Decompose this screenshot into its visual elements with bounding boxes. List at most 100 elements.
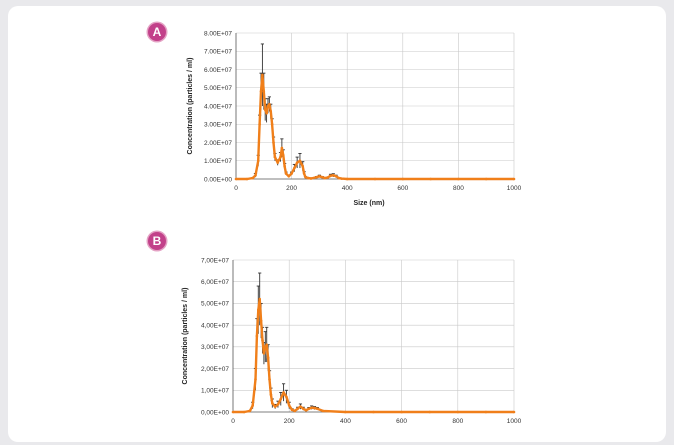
chart-a-data-point xyxy=(334,174,338,178)
chart-a-data-point xyxy=(401,177,405,181)
chart-a-data-point xyxy=(280,146,284,150)
chart-b-data-point xyxy=(264,345,267,349)
chart-a-data-point xyxy=(332,174,335,177)
chart-a-data-point xyxy=(268,102,271,106)
chart-a-y-tick-label: 1.00E+07 xyxy=(204,158,232,165)
chart-b-data-point xyxy=(256,308,260,312)
chart-b-data-point xyxy=(231,410,235,414)
chart-a-data-point xyxy=(295,161,299,164)
chart-a-data-point xyxy=(302,172,306,175)
chart-a-data-point xyxy=(251,176,254,180)
chart-b-data-point xyxy=(265,343,269,346)
chart-a-data-point xyxy=(345,177,349,181)
chart-a-y-tick-label: 6.00E+07 xyxy=(204,67,232,74)
chart-b-x-tick-label: 600 xyxy=(396,418,407,425)
chart-a-data-point xyxy=(261,73,264,77)
chart-a-data-point xyxy=(287,174,291,178)
chart-b-data-point xyxy=(304,408,308,412)
chart-b-data-point xyxy=(255,334,259,338)
chart-a: 0.00E+00 1.00E+07 2.00E+07 3.00E+07 4.00E+07… xyxy=(187,30,522,207)
chart-a-data-point xyxy=(258,122,261,126)
chart-a-data-point xyxy=(301,164,305,168)
chart-a-data-point xyxy=(279,155,282,159)
chart-a-data-point xyxy=(272,141,275,144)
chart-a-data-point xyxy=(320,175,324,179)
chart-a-x-tick-label: 800 xyxy=(453,185,464,192)
chart-a-data-point xyxy=(323,176,327,180)
chart-b-data-point xyxy=(428,410,432,414)
chart-b-y-tick-label: 3,00E+07 xyxy=(201,344,229,351)
chart-b-data-point xyxy=(262,352,266,355)
chart-a-data-point xyxy=(281,153,285,157)
chart-b-data-point xyxy=(400,410,403,414)
chart-b-data-point xyxy=(276,403,280,406)
chart-b-data-point xyxy=(287,404,291,407)
chart-b-data-point xyxy=(307,407,311,411)
chart-a-data-point xyxy=(273,155,277,159)
chart-a-y-tick-label: 5.00E+07 xyxy=(204,85,232,92)
chart-b-data-point xyxy=(512,410,516,414)
chart-b-data-point xyxy=(296,407,299,411)
chart-a-data-point xyxy=(283,164,286,168)
chart-a-data-point xyxy=(309,177,313,180)
chart-a-data-point xyxy=(298,159,302,163)
chart-b-data-point xyxy=(266,356,270,360)
chart-a-data-point xyxy=(484,177,488,181)
chart-b: 0,00E+00 1,00E+07 2,00E+07 3,00E+07 4,00E+07… xyxy=(182,257,522,425)
chart-a-data-point xyxy=(265,112,268,115)
chart-a-y-tick-label: 2.00E+07 xyxy=(204,140,232,147)
figure-card xyxy=(8,6,666,442)
chart-b-x-tick-label: 400 xyxy=(340,418,351,425)
chart-b-data-point xyxy=(261,339,264,342)
chart-a-data-point xyxy=(306,176,310,180)
chart-a-data-point xyxy=(318,174,321,178)
panel-a-badge: A xyxy=(148,23,166,41)
chart-a-data-point xyxy=(429,177,432,181)
chart-a-data-point xyxy=(269,110,273,113)
chart-a-data-point xyxy=(457,177,460,181)
chart-a-data-point xyxy=(326,176,330,179)
chart-b-data-point xyxy=(344,410,347,414)
chart-b-y-tick-label: 7,00E+07 xyxy=(201,257,229,264)
chart-a-data-point xyxy=(337,176,341,180)
chart-a-data-point xyxy=(340,177,343,180)
chart-b-data-point xyxy=(258,297,261,301)
chart-a-data-point xyxy=(315,175,318,179)
chart-a-data-point xyxy=(293,166,296,170)
chart-a-x-tick-label: 1000 xyxy=(507,185,522,192)
chart-b-data-point xyxy=(251,404,254,407)
chart-a-x-tick-label: 600 xyxy=(397,185,408,192)
chart-b-data-point xyxy=(321,409,325,413)
chart-b-x-tick-label: 200 xyxy=(284,418,295,425)
chart-b-data-point xyxy=(282,391,285,394)
chart-b-data-point xyxy=(484,410,488,414)
chart-a-y-tick-label: 0.00E+00 xyxy=(204,176,232,183)
chart-a-data-point xyxy=(284,172,288,175)
chart-b-data-point xyxy=(313,406,316,410)
chart-b-data-point xyxy=(316,407,319,411)
chart-a-y-tick-label: 4.00E+07 xyxy=(204,103,232,110)
chart-b-data-point xyxy=(301,407,305,411)
chart-b-y-tick-label: 0,00E+00 xyxy=(201,409,229,416)
chart-a-data-point xyxy=(329,174,332,178)
chart-a-y-axis-title: Concentration (particles / ml) xyxy=(187,58,194,155)
chart-a-data-point xyxy=(512,177,516,181)
chart-b-data-point xyxy=(269,393,273,396)
chart-b-x-tick-label: 800 xyxy=(452,418,463,425)
chart-b-y-tick-label: 2,00E+07 xyxy=(201,366,229,373)
chart-b-data-point xyxy=(290,408,294,412)
chart-a-data-point xyxy=(373,177,377,181)
chart-a-data-point xyxy=(276,161,280,164)
chart-a-data-point xyxy=(259,90,263,93)
chart-a-data-point xyxy=(304,175,307,179)
chart-b-data-point xyxy=(259,319,263,323)
chart-b-y-tick-label: 5,00E+07 xyxy=(201,301,229,308)
chart-b-data-point xyxy=(271,402,274,405)
chart-a-data-point xyxy=(266,104,270,108)
chart-b-y-tick-label: 4,00E+07 xyxy=(201,322,229,329)
chart-b-x-tick-label: 1000 xyxy=(507,418,522,425)
chart-a-y-tick-label: 8.00E+07 xyxy=(204,30,232,37)
chart-b-data-point xyxy=(279,397,283,401)
chart-b-data-point xyxy=(248,409,252,413)
